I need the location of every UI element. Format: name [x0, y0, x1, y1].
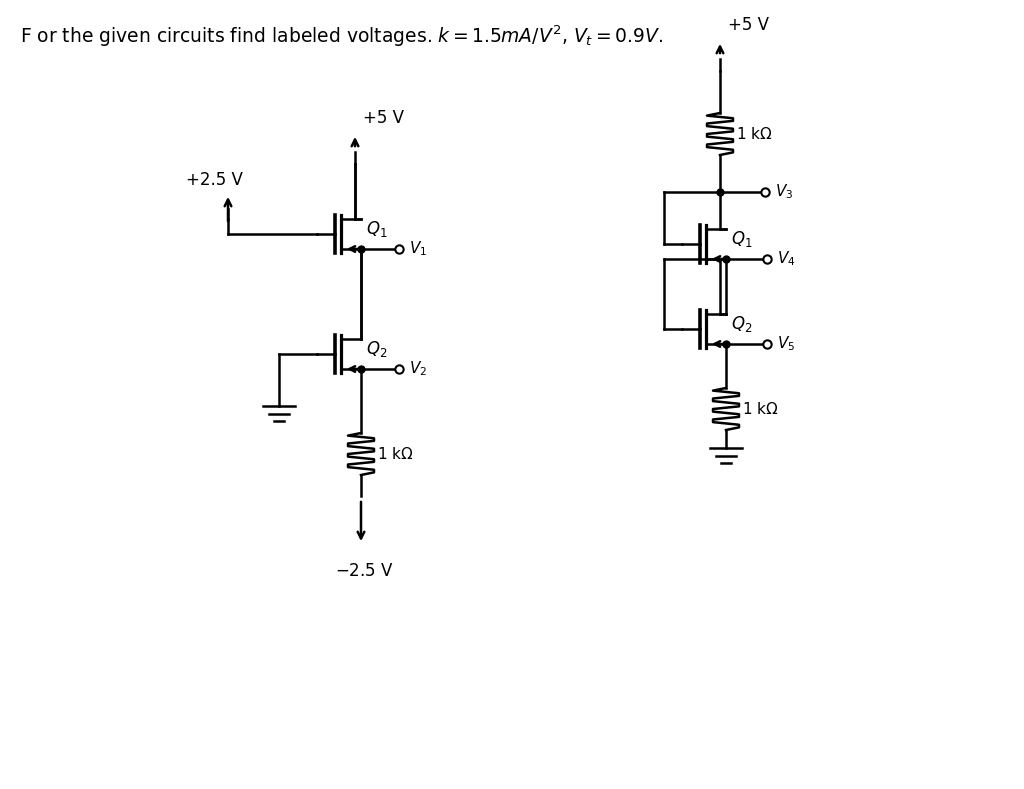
Text: $V_4$: $V_4$	[777, 249, 796, 268]
Text: 1 k$\Omega$: 1 k$\Omega$	[377, 446, 414, 462]
Text: $Q_2$: $Q_2$	[366, 339, 387, 359]
Text: 1 k$\Omega$: 1 k$\Omega$	[736, 126, 772, 142]
Text: $Q_2$: $Q_2$	[731, 314, 753, 334]
Text: $V_5$: $V_5$	[777, 335, 796, 353]
Text: $Q_1$: $Q_1$	[366, 219, 387, 239]
Text: $V_3$: $V_3$	[775, 182, 794, 201]
Text: F or the given circuits find labeled voltages. $k = 1.5mA/V^2$, $V_t = 0.9V$.: F or the given circuits find labeled vol…	[20, 24, 664, 49]
Text: +5 V: +5 V	[728, 16, 769, 34]
Text: $V_1$: $V_1$	[409, 240, 427, 258]
Text: +5 V: +5 V	[362, 109, 404, 127]
Text: 1 k$\Omega$: 1 k$\Omega$	[742, 401, 778, 417]
Text: $Q_1$: $Q_1$	[731, 229, 753, 249]
Text: +2.5 V: +2.5 V	[186, 171, 243, 189]
Text: $V_2$: $V_2$	[409, 360, 427, 379]
Text: $-2.5$ V: $-2.5$ V	[335, 562, 394, 580]
